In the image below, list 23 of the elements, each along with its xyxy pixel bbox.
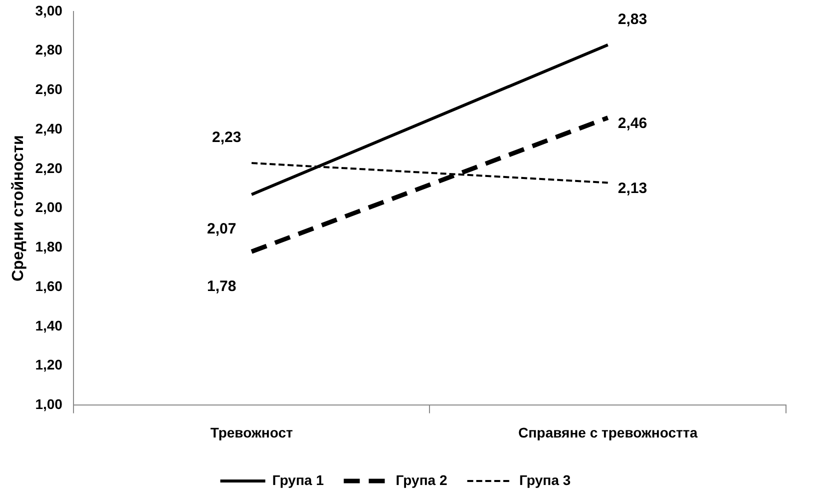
y-axis-title: Средни стойности [10,135,28,282]
data-label: 2,46 [618,114,648,132]
y-tick-label: 3,00 [35,2,63,18]
x-tick-label: Справяне с тревожността [518,424,698,440]
y-tick-label: 2,60 [35,81,63,98]
y-tick-label: 2,80 [35,42,63,58]
x-tick-label: Тревожност [210,424,293,440]
y-tick-label: 1,60 [35,278,63,294]
y-tick-label: 1,40 [35,317,63,334]
data-label: 2,13 [618,180,648,197]
y-tick-label: 1,20 [35,356,63,373]
data-label: 2,07 [206,220,236,238]
y-tick-label: 2,20 [35,160,63,176]
y-tick-label: 1,80 [35,238,63,255]
legend-label: Група 1 [272,472,324,488]
legend-label: Група 2 [396,472,448,488]
legend-label: Група 3 [519,472,571,488]
data-label: 2,23 [212,129,242,146]
data-label: 2,83 [618,11,648,28]
y-tick-label: 1,00 [35,396,63,412]
data-label: 1,78 [206,278,236,295]
y-tick-label: 2,40 [35,120,63,136]
y-tick-label: 2,00 [35,199,63,216]
